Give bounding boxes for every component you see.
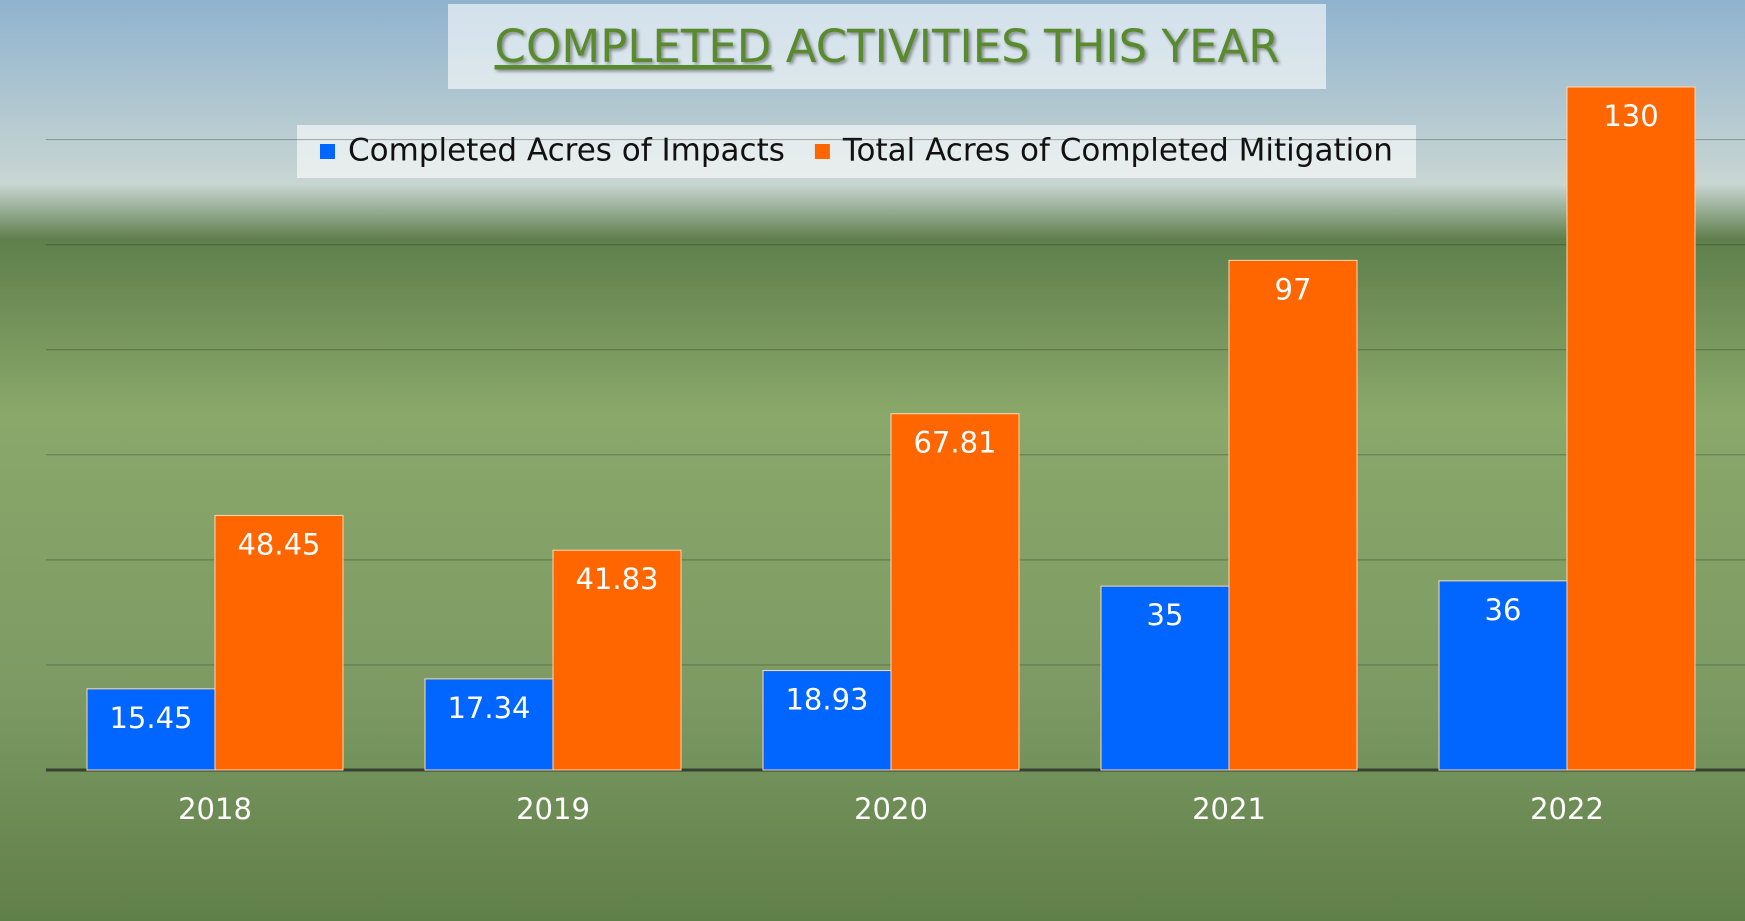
bar (1438, 580, 1568, 771)
legend-swatch (320, 144, 335, 159)
x-tick-label: 2019 (516, 792, 590, 826)
data-label: 36 (1485, 593, 1522, 627)
bar (86, 688, 216, 771)
bar (1566, 86, 1696, 771)
data-label: 97 (1275, 272, 1312, 306)
x-tick-label: 2022 (1530, 792, 1604, 826)
x-tick-label: 2021 (1192, 792, 1266, 826)
x-tick-label: 2020 (854, 792, 928, 826)
legend-swatch (814, 144, 830, 159)
chart-title: COMPLETED ACTIVITIES THIS YEAR (495, 20, 1280, 73)
bar (424, 678, 554, 771)
bar (1100, 585, 1230, 771)
data-label: 35 (1147, 598, 1184, 632)
data-label: 15.45 (109, 701, 192, 735)
bar (552, 549, 682, 771)
legend-label: Total Acres of Completed Mitigation (842, 133, 1393, 169)
data-label: 130 (1603, 99, 1658, 133)
data-label: 17.34 (447, 691, 530, 725)
bar (214, 514, 344, 771)
legend: Completed Acres of Impacts Total Acres of… (320, 133, 1393, 169)
bar (762, 670, 892, 771)
legend-label: Completed Acres of Impacts (348, 133, 785, 169)
title-rest: ACTIVITIES THIS YEAR (786, 20, 1280, 73)
data-label: 67.81 (913, 426, 996, 460)
bar (890, 413, 1020, 771)
title-box (448, 4, 1326, 89)
data-label: 41.83 (575, 562, 658, 596)
x-tick-label: 2018 (178, 792, 252, 826)
title-emphasis: COMPLETED (495, 20, 772, 73)
data-label: 18.93 (785, 683, 868, 717)
legend-box (297, 125, 1416, 178)
bar (1228, 259, 1358, 771)
data-label: 48.45 (237, 527, 320, 561)
